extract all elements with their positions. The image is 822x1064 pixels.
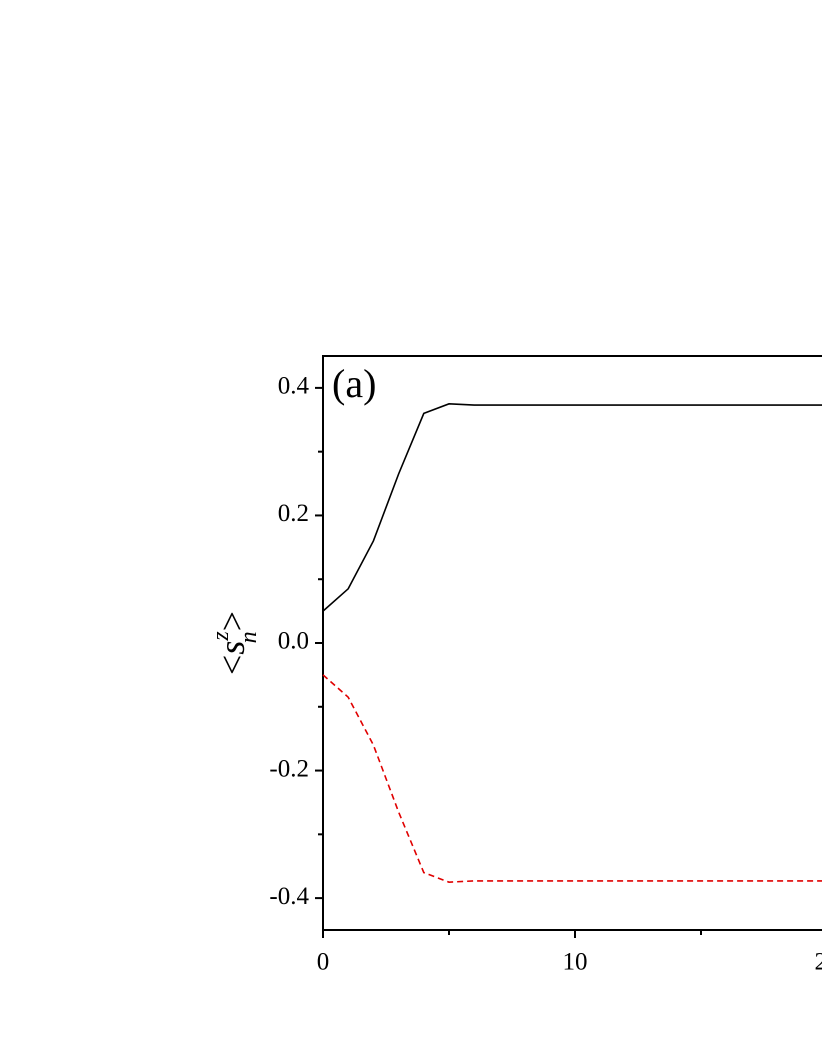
x-tick-label: 10 xyxy=(563,949,588,976)
y-axis-label: <szn> xyxy=(208,611,262,675)
y-tick-label: -0.2 xyxy=(269,755,309,782)
series-line xyxy=(322,674,822,883)
x-tick-label: 20 xyxy=(815,949,822,976)
series-line xyxy=(322,403,822,612)
y-tick-label: 0.0 xyxy=(278,628,309,655)
y-label-sub: n xyxy=(236,631,262,643)
y-label-close: > xyxy=(212,611,252,631)
x-tick-label: 0 xyxy=(317,949,330,976)
y-tick-label: 0.2 xyxy=(278,500,309,527)
y-label-sup: z xyxy=(208,631,234,642)
y-label-open: < xyxy=(212,655,252,675)
y-label-base: s xyxy=(212,641,252,655)
y-tick-label: -0.4 xyxy=(269,883,309,910)
plot-frame xyxy=(322,355,822,931)
panel-label: (a) xyxy=(332,361,376,406)
y-tick-label: 0.4 xyxy=(278,373,310,400)
